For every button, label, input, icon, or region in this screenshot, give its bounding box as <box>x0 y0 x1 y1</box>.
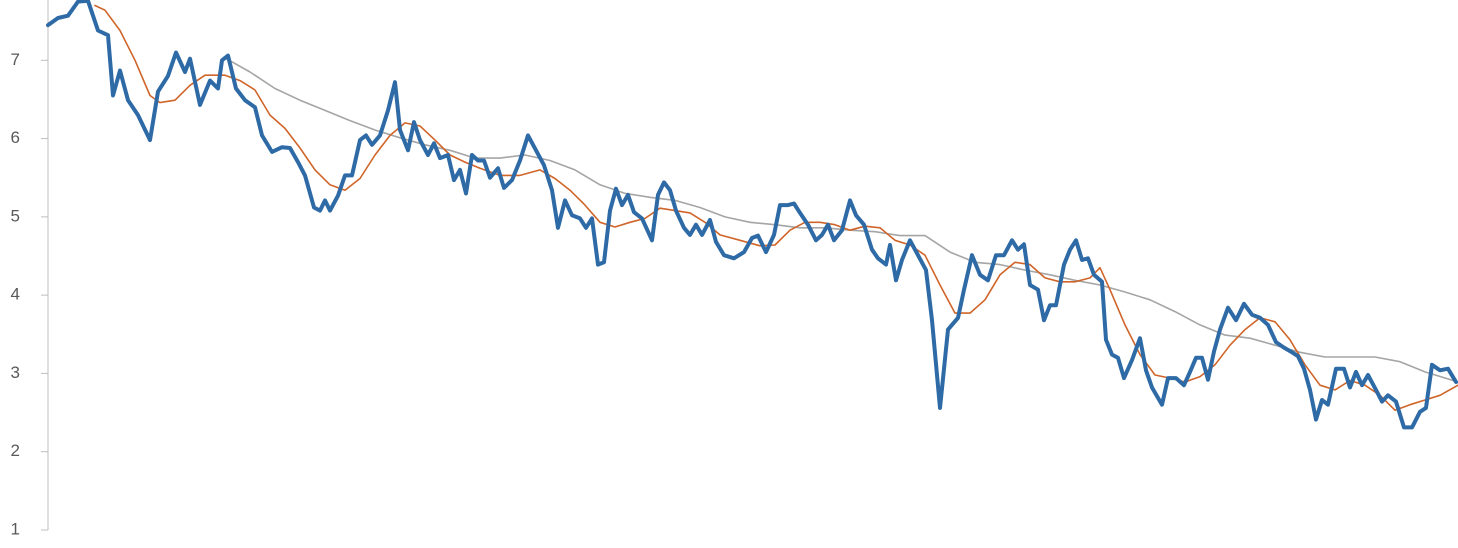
y-tick-label: 1 <box>11 519 20 538</box>
series-line <box>94 4 1458 411</box>
y-tick-label: 2 <box>11 441 20 460</box>
series-line <box>224 57 1458 383</box>
y-tick-label: 5 <box>11 206 20 225</box>
y-tick-label: 3 <box>11 363 20 382</box>
y-tick-label: 6 <box>11 128 20 147</box>
series-line <box>46 0 1458 430</box>
y-tick-label: 4 <box>11 285 20 304</box>
y-tick-label: 7 <box>11 50 20 69</box>
